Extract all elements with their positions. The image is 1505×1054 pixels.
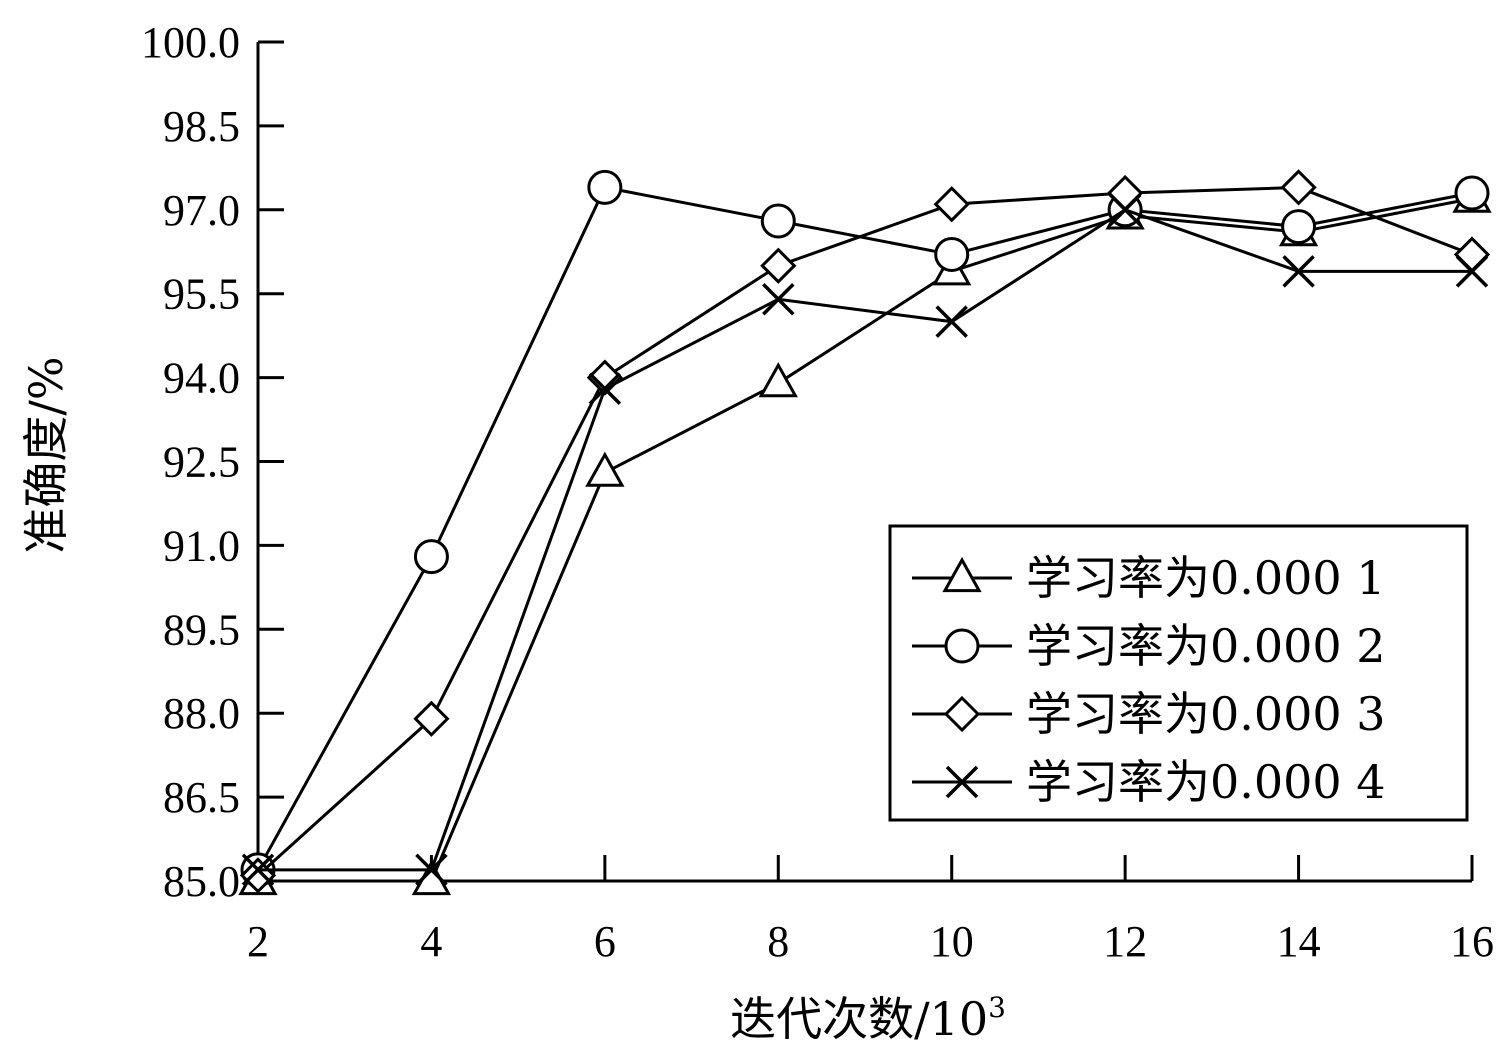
data-point-x (588, 372, 622, 406)
data-point-x (935, 305, 968, 338)
legend-item-3: 学习率为0.000 3 (912, 687, 1386, 741)
x-axis-title-exponent: 3 (988, 991, 1006, 1024)
data-point-triangle (585, 451, 625, 487)
y-tick-label: 89.5 (163, 605, 240, 654)
x-axis-title-main: 迭代次数/10 (730, 992, 988, 1046)
legend-item-1: 学习率为0.000 1 (912, 551, 1386, 605)
x-axis-ticks: 2 4 6 8 10 12 14 16 (247, 855, 1494, 966)
data-point-diamond (1453, 236, 1491, 273)
y-tick-label: 86.5 (163, 773, 240, 822)
y-tick-label: 100.0 (141, 18, 240, 67)
series-layer (238, 169, 1492, 896)
x-tick-label: 4 (420, 917, 442, 966)
legend-marker-triangle (942, 556, 982, 593)
y-tick-label: 92.5 (163, 438, 240, 487)
data-point-x (1108, 193, 1142, 227)
x-tick-label: 12 (1103, 917, 1147, 966)
data-point-diamond (760, 247, 797, 284)
y-tick-label: 88.0 (163, 689, 240, 738)
data-point-x (1282, 255, 1315, 288)
data-point-circle (1281, 209, 1317, 245)
data-point-circle (1454, 175, 1490, 211)
x-tick-label: 16 (1450, 917, 1494, 966)
data-point-x (1455, 255, 1489, 288)
x-axis-title: 迭代次数/103 (730, 991, 1006, 1046)
series-line (258, 197, 1473, 883)
legend: 学习率为0.000 1 学习率为0.000 2 学习率为0.000 3 学习率为0.0… (888, 524, 1469, 822)
data-point-x (762, 283, 795, 316)
data-point-x (241, 853, 275, 887)
series-2 (240, 169, 1490, 888)
series-line (256, 185, 1473, 877)
x-tick-label: 14 (1277, 917, 1321, 966)
data-point-triangle (758, 362, 798, 398)
x-tick-label: 10 (930, 917, 974, 966)
data-point-circle (413, 539, 449, 575)
legend-marker-circle (944, 628, 980, 664)
series-line (258, 208, 1472, 872)
y-tick-label: 97.0 (163, 186, 240, 235)
data-point-diamond (933, 186, 970, 223)
y-tick-label: 85.0 (163, 857, 240, 906)
data-point-circle (587, 169, 623, 205)
data-point-circle (934, 237, 970, 273)
y-axis-title: 准确度/% (19, 356, 73, 553)
x-tick-label: 8 (767, 917, 789, 966)
series-4 (241, 193, 1489, 887)
y-tick-label: 95.5 (163, 270, 240, 319)
x-tick-label: 6 (594, 917, 616, 966)
y-axis-ticks: 85.0 86.5 88.0 89.5 91.0 92.5 94.0 95.5 97.0 98.5… (141, 18, 284, 906)
legend-item-2: 学习率为0.000 2 (912, 619, 1386, 673)
data-point-diamond (1280, 169, 1317, 206)
legend-label: 学习率为0.000 1 (1026, 551, 1386, 605)
x-tick-label: 2 (247, 917, 269, 966)
legend-label: 学习率为0.000 4 (1026, 755, 1386, 809)
data-point-diamond (413, 700, 450, 737)
legend-marker-diamond (943, 695, 981, 733)
data-point-circle (760, 203, 796, 239)
legend-label: 学习率为0.000 2 (1026, 619, 1386, 673)
legend-marker-x (945, 765, 979, 799)
y-tick-label: 91.0 (163, 521, 240, 570)
data-point-x (415, 853, 448, 887)
legend-item-4: 学习率为0.000 4 (912, 755, 1386, 809)
y-tick-label: 98.5 (163, 102, 240, 151)
series-line (256, 185, 1473, 871)
y-tick-label: 94.0 (163, 354, 240, 403)
legend-box (888, 524, 1469, 822)
legend-label: 学习率为0.000 3 (1026, 687, 1386, 741)
